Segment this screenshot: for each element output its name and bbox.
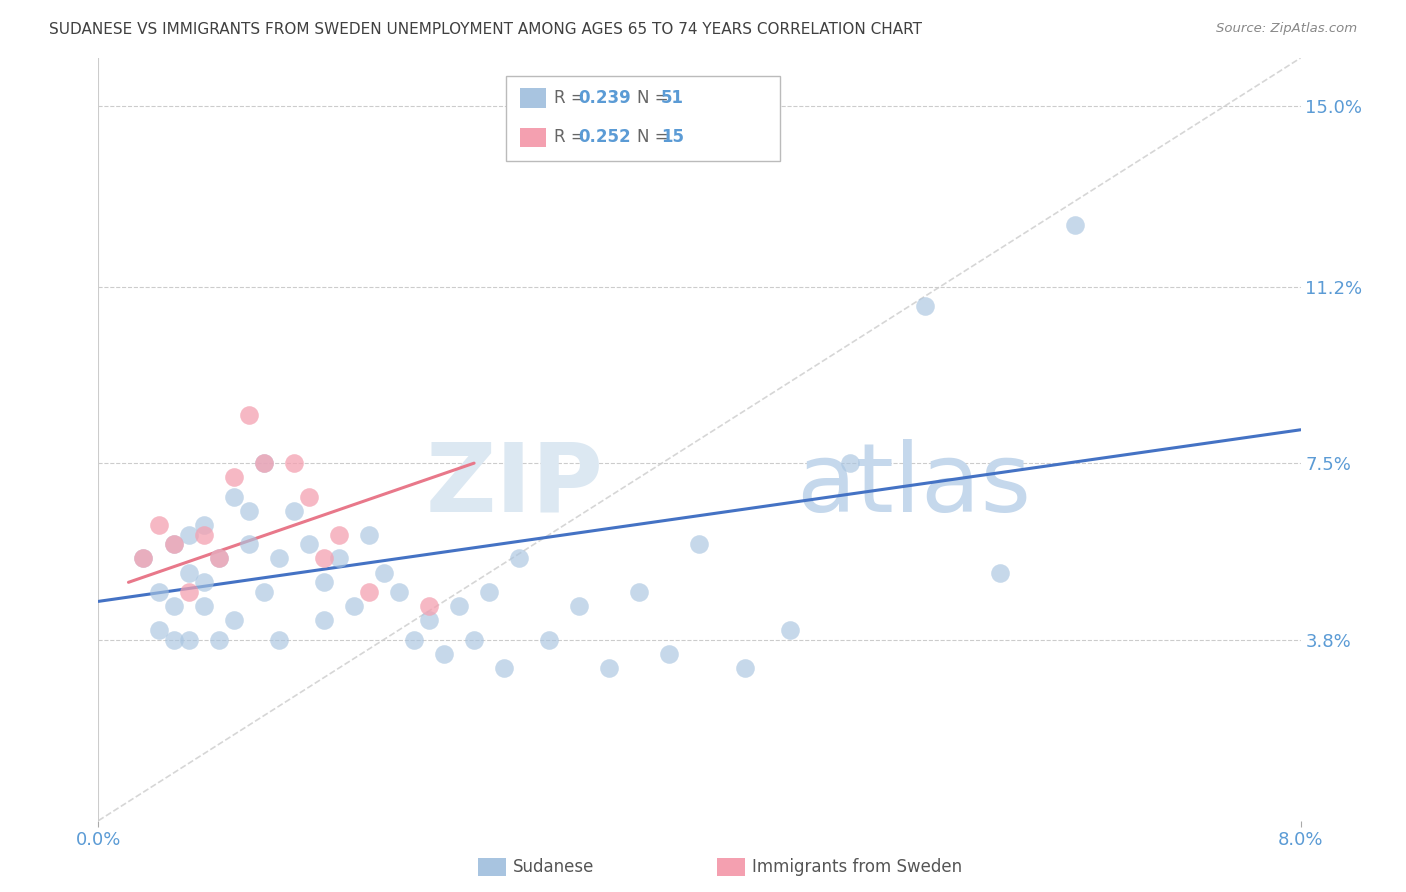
- Point: [433, 647, 456, 661]
- Text: N =: N =: [637, 89, 673, 107]
- Point: [388, 585, 411, 599]
- Point: [208, 551, 231, 566]
- Point: [193, 518, 215, 533]
- Point: [253, 456, 276, 470]
- Point: [373, 566, 395, 580]
- Point: [177, 632, 200, 647]
- Point: [238, 537, 260, 551]
- Point: [598, 661, 620, 675]
- Point: [222, 470, 245, 484]
- Point: [357, 585, 380, 599]
- Point: [193, 575, 215, 590]
- Point: [222, 614, 245, 628]
- Point: [418, 614, 440, 628]
- Point: [193, 527, 215, 541]
- Text: R =: R =: [554, 89, 591, 107]
- Point: [283, 504, 305, 518]
- Point: [298, 490, 321, 504]
- Point: [238, 504, 260, 518]
- Point: [162, 632, 184, 647]
- Text: SUDANESE VS IMMIGRANTS FROM SWEDEN UNEMPLOYMENT AMONG AGES 65 TO 74 YEARS CORREL: SUDANESE VS IMMIGRANTS FROM SWEDEN UNEMP…: [49, 22, 922, 37]
- Point: [177, 527, 200, 541]
- Point: [312, 575, 335, 590]
- Point: [148, 585, 170, 599]
- Point: [238, 409, 260, 423]
- Text: Source: ZipAtlas.com: Source: ZipAtlas.com: [1216, 22, 1357, 36]
- Point: [132, 551, 155, 566]
- Text: N =: N =: [637, 128, 673, 146]
- Point: [779, 623, 801, 637]
- Text: Immigrants from Sweden: Immigrants from Sweden: [752, 858, 962, 876]
- Text: atlas: atlas: [796, 439, 1031, 532]
- Point: [328, 527, 350, 541]
- Point: [914, 299, 936, 313]
- Point: [253, 585, 276, 599]
- Text: R =: R =: [554, 128, 591, 146]
- Point: [402, 632, 425, 647]
- Point: [538, 632, 561, 647]
- Point: [177, 566, 200, 580]
- Point: [267, 632, 290, 647]
- Text: 0.239: 0.239: [578, 89, 631, 107]
- Text: 0.252: 0.252: [578, 128, 630, 146]
- Point: [494, 661, 516, 675]
- Point: [208, 551, 231, 566]
- Point: [267, 551, 290, 566]
- Point: [568, 599, 591, 614]
- Point: [193, 599, 215, 614]
- Point: [162, 599, 184, 614]
- Point: [658, 647, 681, 661]
- Point: [132, 551, 155, 566]
- Text: 15: 15: [661, 128, 683, 146]
- Point: [162, 537, 184, 551]
- Text: 51: 51: [661, 89, 683, 107]
- Point: [628, 585, 651, 599]
- Point: [162, 537, 184, 551]
- Point: [478, 585, 501, 599]
- Point: [283, 456, 305, 470]
- Point: [253, 456, 276, 470]
- Point: [298, 537, 321, 551]
- Point: [688, 537, 710, 551]
- Point: [447, 599, 470, 614]
- Point: [838, 456, 860, 470]
- Text: Sudanese: Sudanese: [513, 858, 595, 876]
- Text: ZIP: ZIP: [426, 439, 603, 532]
- Point: [148, 623, 170, 637]
- Point: [734, 661, 756, 675]
- Point: [1064, 218, 1087, 232]
- Point: [357, 527, 380, 541]
- Point: [328, 551, 350, 566]
- Point: [148, 518, 170, 533]
- Point: [208, 632, 231, 647]
- Point: [418, 599, 440, 614]
- Point: [312, 614, 335, 628]
- Point: [222, 490, 245, 504]
- Point: [343, 599, 366, 614]
- Point: [508, 551, 530, 566]
- Point: [177, 585, 200, 599]
- Point: [312, 551, 335, 566]
- Point: [988, 566, 1011, 580]
- Point: [463, 632, 485, 647]
